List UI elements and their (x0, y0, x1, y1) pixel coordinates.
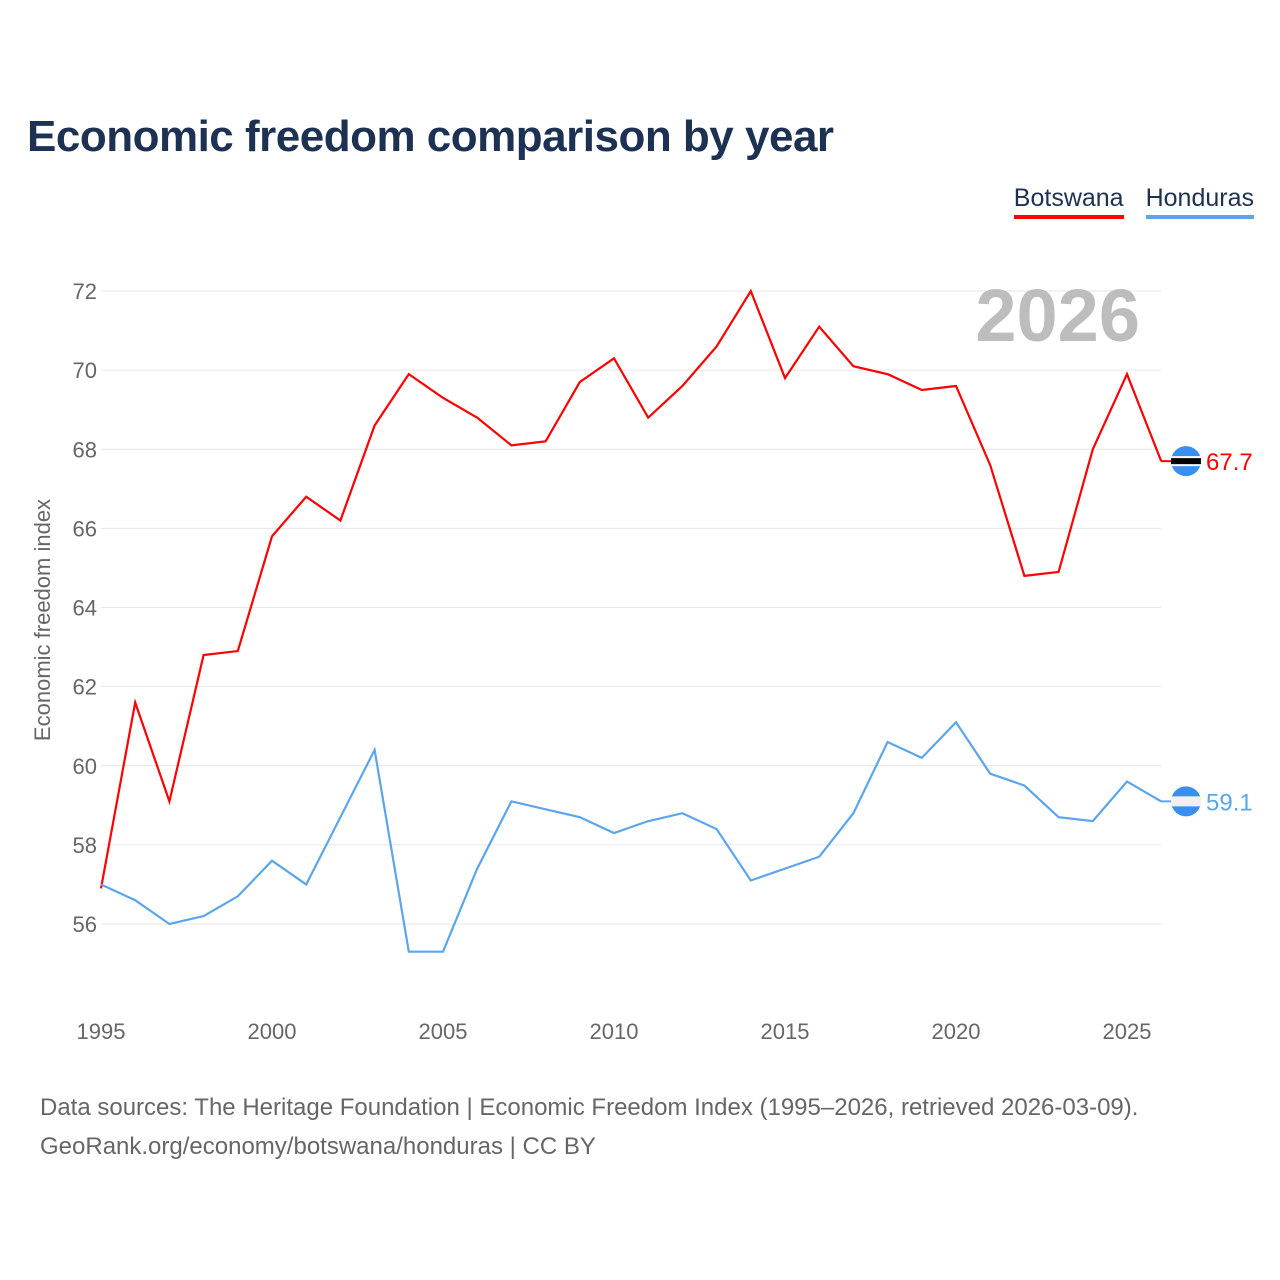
x-tick-label: 2005 (419, 1019, 468, 1044)
x-tick-label: 2025 (1103, 1019, 1152, 1044)
flag-stripe (1171, 796, 1201, 807)
y-tick-label: 66 (73, 516, 97, 541)
x-tick-label: 2020 (932, 1019, 981, 1044)
source-note: Data sources: The Heritage Foundation | … (40, 1088, 1138, 1166)
y-tick-label: 62 (73, 675, 97, 700)
series-line-honduras (100, 720, 1162, 953)
x-tick-label: 1995 (77, 1019, 126, 1044)
source-line-2[interactable]: GeoRank.org/economy/botswana/honduras | … (40, 1133, 596, 1160)
end-value-label: 59.1 (1206, 789, 1253, 816)
series-line-botswana (99, 288, 1163, 889)
flag-stripe (1171, 458, 1201, 465)
y-tick-label: 56 (73, 912, 97, 937)
chart-title: Economic freedom comparison by year (27, 112, 834, 161)
y-tick-label: 70 (73, 358, 97, 383)
y-tick-label: 68 (73, 437, 97, 462)
legend: Botswana Honduras (1013, 184, 1254, 219)
legend-botswana[interactable]: Botswana (1013, 184, 1124, 219)
y-axis-label: Economic freedom index (30, 499, 55, 741)
end-value-label: 67.7 (1206, 449, 1253, 476)
x-tick-label: 2010 (590, 1019, 639, 1044)
x-tick-label: 2015 (761, 1019, 810, 1044)
x-tick-label: 2000 (248, 1019, 297, 1044)
y-tick-label: 64 (73, 596, 97, 621)
year-watermark: 2026 (975, 274, 1140, 357)
legend-honduras[interactable]: Honduras (1145, 184, 1254, 219)
y-tick-label: 60 (73, 754, 97, 779)
y-tick-label: 72 (73, 279, 97, 304)
y-tick-label: 58 (73, 833, 97, 858)
source-line-1: Data sources: The Heritage Foundation | … (40, 1094, 1139, 1121)
